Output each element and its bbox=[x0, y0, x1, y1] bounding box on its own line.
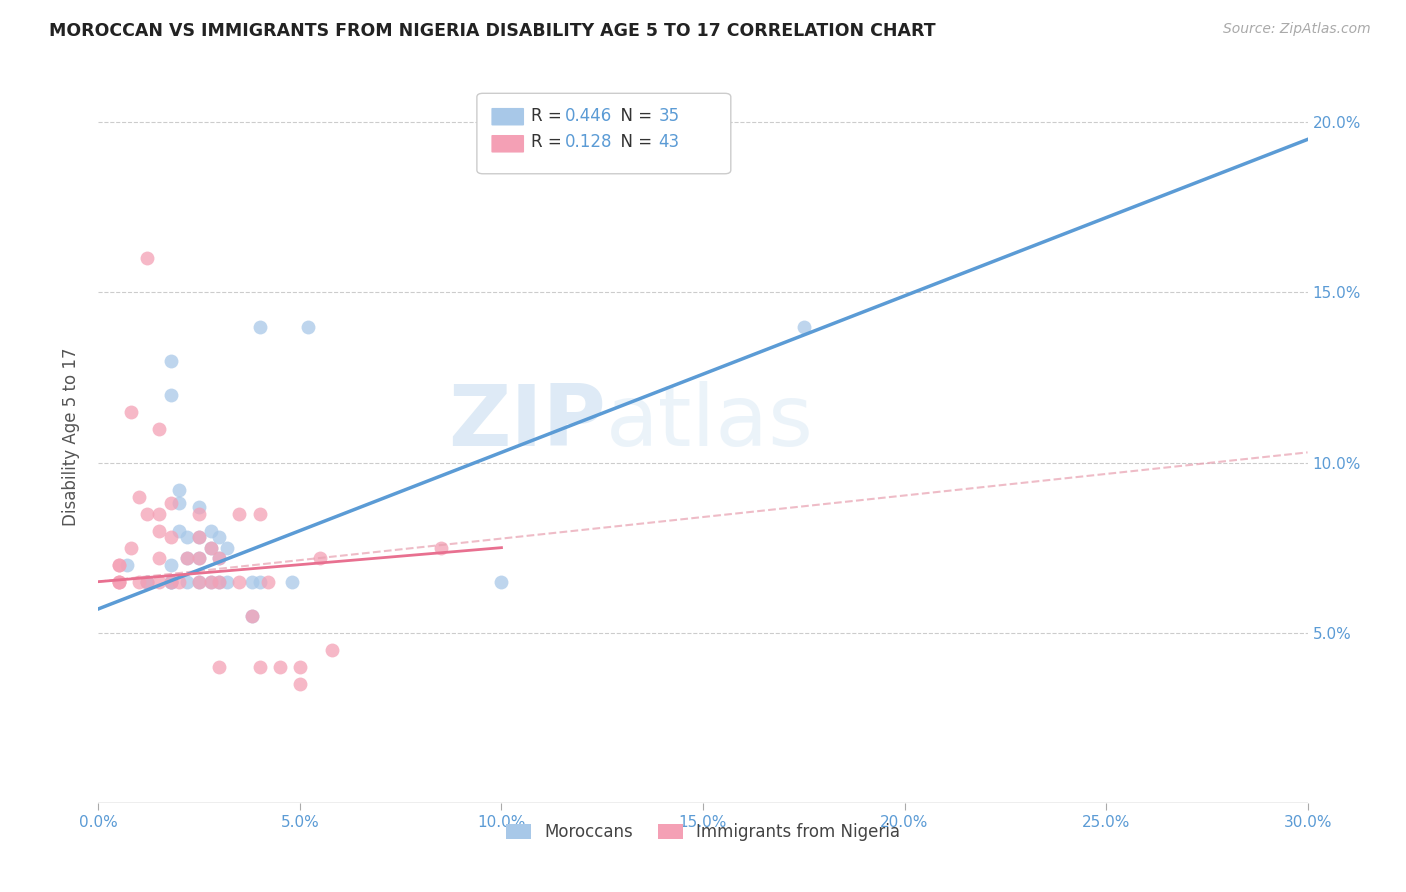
Point bbox=[217, 574, 239, 589]
Point bbox=[160, 574, 183, 589]
Point bbox=[176, 550, 198, 565]
Point bbox=[249, 507, 271, 521]
Point bbox=[160, 574, 183, 589]
Point bbox=[135, 507, 157, 521]
Point bbox=[107, 574, 129, 589]
Point bbox=[200, 574, 222, 589]
Point bbox=[160, 574, 183, 589]
Point bbox=[160, 574, 183, 589]
Point bbox=[120, 404, 142, 418]
FancyBboxPatch shape bbox=[492, 135, 524, 153]
Point bbox=[208, 550, 231, 565]
Point bbox=[269, 659, 291, 673]
Point bbox=[188, 531, 211, 545]
Y-axis label: Disability Age 5 to 17: Disability Age 5 to 17 bbox=[62, 348, 80, 526]
Point bbox=[128, 490, 150, 504]
Point bbox=[160, 531, 183, 545]
Point bbox=[228, 507, 250, 521]
Point bbox=[148, 421, 170, 435]
Point bbox=[148, 550, 170, 565]
Point bbox=[200, 524, 222, 538]
Text: 43: 43 bbox=[658, 133, 679, 152]
Point bbox=[176, 550, 198, 565]
Point bbox=[188, 500, 211, 514]
Point bbox=[240, 608, 263, 623]
Text: Source: ZipAtlas.com: Source: ZipAtlas.com bbox=[1223, 22, 1371, 37]
Text: 35: 35 bbox=[658, 107, 679, 125]
Point bbox=[208, 531, 231, 545]
Point bbox=[491, 574, 513, 589]
Point bbox=[167, 574, 190, 589]
Point bbox=[249, 319, 271, 334]
Point bbox=[160, 353, 183, 368]
Point bbox=[107, 574, 129, 589]
Point bbox=[321, 642, 343, 657]
Point bbox=[167, 496, 190, 510]
Text: 0.128: 0.128 bbox=[565, 133, 613, 152]
FancyBboxPatch shape bbox=[492, 108, 524, 126]
Point bbox=[107, 558, 129, 572]
Point bbox=[148, 574, 170, 589]
Text: 0.446: 0.446 bbox=[565, 107, 613, 125]
Point bbox=[240, 608, 263, 623]
Point bbox=[200, 574, 222, 589]
Point bbox=[288, 659, 311, 673]
Point bbox=[228, 574, 250, 589]
Point bbox=[120, 541, 142, 555]
Point bbox=[249, 659, 271, 673]
Point bbox=[208, 659, 231, 673]
Point bbox=[115, 558, 138, 572]
Text: atlas: atlas bbox=[606, 381, 814, 464]
Point bbox=[309, 550, 332, 565]
Point bbox=[208, 574, 231, 589]
Text: ZIP: ZIP bbox=[449, 381, 606, 464]
Point bbox=[160, 496, 183, 510]
Text: N =: N = bbox=[610, 133, 657, 152]
Point bbox=[430, 541, 453, 555]
Point bbox=[793, 319, 815, 334]
Point bbox=[107, 558, 129, 572]
Point bbox=[135, 574, 157, 589]
Point bbox=[288, 677, 311, 691]
FancyBboxPatch shape bbox=[477, 94, 731, 174]
Point bbox=[128, 574, 150, 589]
Point bbox=[217, 541, 239, 555]
Point bbox=[208, 574, 231, 589]
Point bbox=[188, 550, 211, 565]
Point bbox=[297, 319, 319, 334]
Point bbox=[200, 541, 222, 555]
Point bbox=[188, 574, 211, 589]
Point bbox=[188, 574, 211, 589]
Point bbox=[167, 524, 190, 538]
Point bbox=[200, 541, 222, 555]
Point bbox=[148, 507, 170, 521]
Point bbox=[135, 252, 157, 266]
Point bbox=[281, 574, 304, 589]
Point bbox=[107, 574, 129, 589]
Point bbox=[188, 507, 211, 521]
Point bbox=[135, 574, 157, 589]
Text: N =: N = bbox=[610, 107, 657, 125]
Point bbox=[208, 550, 231, 565]
Point bbox=[176, 531, 198, 545]
Point bbox=[188, 550, 211, 565]
Point bbox=[135, 574, 157, 589]
Point bbox=[160, 387, 183, 401]
Point bbox=[160, 558, 183, 572]
Point bbox=[148, 524, 170, 538]
Text: MOROCCAN VS IMMIGRANTS FROM NIGERIA DISABILITY AGE 5 TO 17 CORRELATION CHART: MOROCCAN VS IMMIGRANTS FROM NIGERIA DISA… bbox=[49, 22, 936, 40]
Legend: Moroccans, Immigrants from Nigeria: Moroccans, Immigrants from Nigeria bbox=[498, 814, 908, 849]
Point bbox=[256, 574, 278, 589]
Point bbox=[176, 574, 198, 589]
Text: R =: R = bbox=[531, 133, 567, 152]
Point bbox=[167, 483, 190, 497]
Point bbox=[249, 574, 271, 589]
Point bbox=[240, 574, 263, 589]
Point bbox=[188, 531, 211, 545]
Text: R =: R = bbox=[531, 107, 567, 125]
